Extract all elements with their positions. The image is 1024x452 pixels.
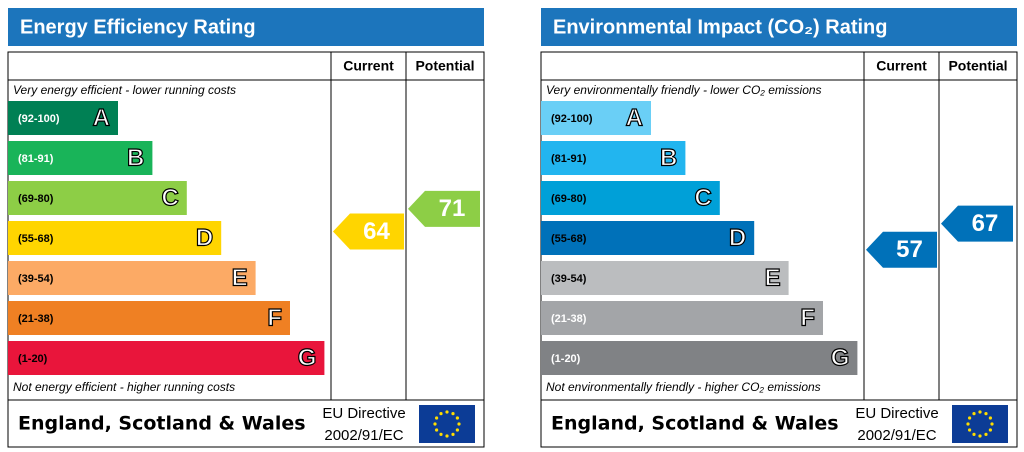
eu-star: [984, 432, 988, 436]
eu-star: [988, 428, 992, 432]
band-letter: C: [694, 184, 711, 211]
band-letter: D: [196, 224, 213, 251]
band-letter: G: [298, 344, 317, 371]
band: [8, 341, 325, 375]
eu-star: [457, 422, 461, 426]
eu-star: [439, 432, 443, 436]
eu-star: [972, 412, 976, 416]
band-range: (55-68): [551, 233, 587, 245]
band: [541, 181, 720, 215]
eu-star: [445, 434, 449, 438]
band-letter: B: [660, 144, 677, 171]
column-header: Potential: [948, 58, 1007, 74]
rating-value: 57: [896, 236, 923, 263]
rating-value: 71: [439, 195, 466, 222]
band: [8, 141, 153, 175]
band-letter: F: [800, 304, 815, 331]
band-range: (1-20): [18, 353, 48, 365]
band: [541, 101, 651, 135]
directive: 2002/91/EC: [857, 427, 936, 444]
rating-value: 67: [972, 210, 999, 237]
band: [541, 221, 755, 255]
footer-region: England, Scotland & Wales: [18, 413, 306, 435]
band-letter: F: [267, 304, 282, 331]
eu-star: [978, 434, 982, 438]
directive: EU Directive: [322, 405, 405, 422]
bottom-note: Not environmentally friendly - higher CO…: [546, 380, 821, 394]
eu-star: [984, 412, 988, 416]
band: [8, 301, 290, 335]
top-note: Very energy efficient - lower running co…: [13, 83, 236, 97]
rating-arrow: [941, 205, 1013, 242]
eu-star: [435, 428, 439, 432]
eu-star: [990, 422, 994, 426]
eu-star: [978, 410, 982, 414]
eu-star: [435, 416, 439, 420]
band-letter: E: [232, 264, 248, 291]
band: [8, 181, 187, 215]
rating-arrow: [333, 213, 404, 250]
bottom-note: Not energy efficient - higher running co…: [13, 380, 235, 394]
eu-star: [966, 422, 970, 426]
band-range: (92-100): [551, 113, 593, 125]
panel-title: Environmental Impact (CO₂) Rating: [553, 16, 887, 38]
eu-star: [968, 428, 972, 432]
band-range: (21-38): [18, 313, 54, 325]
eu-star: [451, 412, 455, 416]
band-letter: G: [831, 344, 850, 371]
band: [8, 261, 256, 295]
band: [541, 141, 686, 175]
band-range: (39-54): [551, 273, 587, 285]
band-range: (55-68): [18, 233, 54, 245]
panel-title: Energy Efficiency Rating: [20, 16, 256, 38]
eu-star: [988, 416, 992, 420]
eu-star: [433, 422, 437, 426]
column-header: Current: [876, 58, 927, 74]
column-header: Potential: [415, 58, 474, 74]
rating-arrow: [408, 190, 480, 227]
eu-star: [455, 416, 459, 420]
band-letter: A: [93, 104, 110, 131]
rating-value: 64: [363, 218, 390, 245]
band-letter: D: [729, 224, 746, 251]
directive: 2002/91/EC: [324, 427, 403, 444]
band-range: (81-91): [18, 153, 54, 165]
band: [8, 101, 118, 135]
column-header: Current: [343, 58, 394, 74]
band-letter: B: [127, 144, 144, 171]
band-range: (92-100): [18, 113, 60, 125]
band: [541, 261, 789, 295]
directive: EU Directive: [855, 405, 938, 422]
title-bar: [8, 8, 484, 46]
eu-star: [439, 412, 443, 416]
eu-star: [968, 416, 972, 420]
eu-star: [451, 432, 455, 436]
eu-star: [972, 432, 976, 436]
band-range: (39-54): [18, 273, 54, 285]
title-bar: [541, 8, 1017, 46]
band-letter: C: [161, 184, 178, 211]
band-range: (81-91): [551, 153, 587, 165]
rating-arrow: [866, 231, 937, 268]
band-range: (21-38): [551, 313, 587, 325]
band: [8, 221, 222, 255]
footer-region: England, Scotland & Wales: [551, 413, 839, 435]
band: [541, 341, 858, 375]
top-note: Very environmentally friendly - lower CO…: [546, 83, 822, 97]
band-range: (69-80): [18, 193, 54, 205]
band-range: (1-20): [551, 353, 581, 365]
band: [541, 301, 823, 335]
band-range: (69-80): [551, 193, 587, 205]
eu-star: [455, 428, 459, 432]
band-letter: E: [765, 264, 781, 291]
eu-star: [445, 410, 449, 414]
band-letter: A: [626, 104, 643, 131]
